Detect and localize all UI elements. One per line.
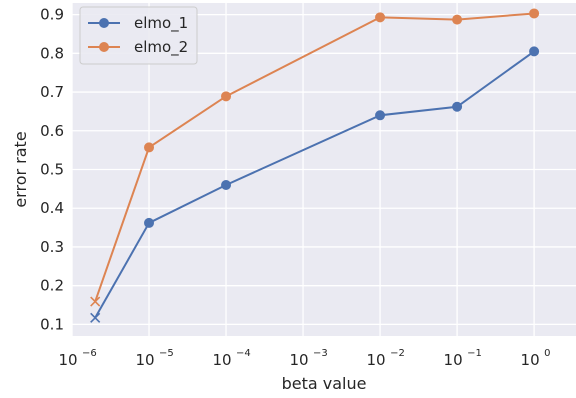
x-tick-base: 10 [212,351,231,369]
y-tick-label: 0.3 [40,238,64,256]
legend-label: elmo_2 [134,38,188,57]
x-marker-stroke [90,312,101,323]
x-tick-base: 10 [290,351,309,369]
x-tick-exponent: −3 [313,348,328,359]
x-tick: 10 −1 [444,348,482,369]
data-point-x-elmo_2 [90,296,101,307]
x-tick: 10 −3 [290,348,328,369]
series-connector-elmo_2 [94,147,150,302]
x-tick-base: 10 [58,351,77,369]
x-tick-exponent: −2 [390,348,405,359]
y-tick-labels: 0.1 0.2 0.3 0.4 0.5 0.6 0.7 0.8 0.9 [40,6,64,334]
x-marker-stroke [90,296,101,307]
legend-label: elmo_1 [134,14,188,33]
x-tick-base: 10 [135,351,154,369]
x-tick: 10 0 [521,348,551,369]
y-tick-label: 0.7 [40,83,64,101]
x-tick-exponent: 0 [544,348,550,359]
x-tick-exponent: −1 [467,348,482,359]
x-tick: 10 −4 [212,348,250,369]
y-tick-label: 0.2 [40,277,64,295]
data-point-elmo_1 [529,46,540,57]
data-point-elmo_1 [452,101,463,112]
y-axis-label: error rate [11,131,30,207]
legend-box [79,6,198,65]
data-point-elmo_2 [529,8,540,19]
legend: elmo_1 elmo_2 [79,6,198,65]
legend-item-elmo_2: elmo_2 [88,38,188,57]
x-tick-exponent: −4 [236,348,251,359]
data-point-elmo_2 [221,91,232,102]
series-layer [90,8,540,323]
y-tick-label: 0.5 [40,161,64,179]
data-point-elmo_1 [144,217,155,228]
x-tick: 10 −2 [367,348,405,369]
x-tick: 10 −6 [58,348,96,369]
y-tick-label: 0.8 [40,44,64,62]
x-tick-labels: 10 −6 10 −5 10 −4 10 −3 10 −2 10 −1 10 0 [58,348,550,369]
x-tick-exponent: −5 [159,348,174,359]
grid [71,3,576,336]
legend-marker [99,42,109,52]
data-point-elmo_1 [221,179,232,190]
x-tick-base: 10 [521,351,540,369]
series-connector-elmo_1 [94,222,150,319]
y-tick-label: 0.6 [40,122,64,140]
x-tick-base: 10 [444,351,463,369]
x-axis-label: beta value [282,374,367,393]
data-point-elmo_2 [452,14,463,25]
data-point-elmo_2 [375,12,386,23]
legend-marker [99,18,109,28]
x-tick: 10 −5 [135,348,173,369]
y-tick-label: 0.9 [40,6,64,24]
y-tick-label: 0.1 [40,315,64,333]
y-tick-label: 0.4 [40,199,64,217]
x-tick-base: 10 [367,351,386,369]
data-point-elmo_1 [375,110,386,121]
data-point-elmo_2 [144,142,155,153]
data-point-x-elmo_1 [90,312,101,323]
legend-item-elmo_1: elmo_1 [88,14,188,33]
x-tick-exponent: −6 [82,348,97,359]
